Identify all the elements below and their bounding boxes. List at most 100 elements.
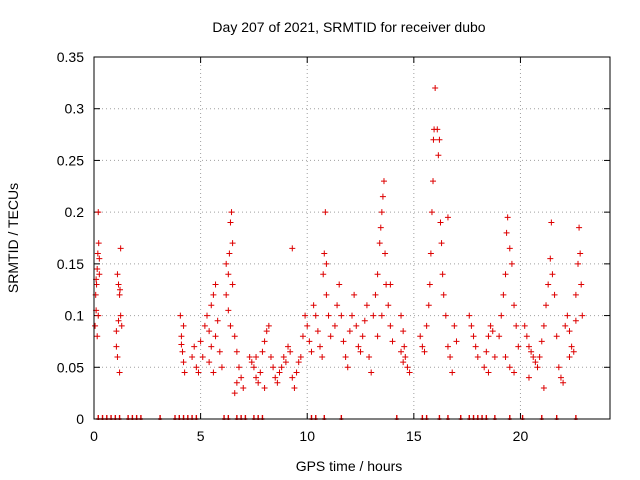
data-point [320,271,327,278]
data-point [506,364,513,371]
data-point [426,281,433,288]
data-point [503,229,510,236]
data-point [566,328,573,335]
data-point [212,333,219,340]
data-point [289,245,296,252]
data-point [238,374,245,381]
data-point [359,333,366,340]
data-point [568,343,575,350]
data-point [572,291,579,298]
data-point [321,250,328,257]
data-point [178,333,185,340]
data-point [380,178,387,185]
data-point [317,343,324,350]
data-point [114,271,121,278]
data-point [201,322,208,329]
grid-lines [94,57,610,419]
data-point [231,390,238,397]
data-point [532,359,539,366]
data-point [357,348,364,355]
data-point [370,312,377,319]
data-point [235,364,242,371]
data-point [374,271,381,278]
data-point [206,359,213,366]
data-point [327,333,334,340]
data-point [430,178,437,185]
data-point [515,343,522,350]
data-point [310,302,317,309]
data-point [228,209,235,216]
data-point [93,281,100,288]
data-point [250,364,257,371]
data-point [253,353,260,360]
data-point [376,240,383,247]
data-point [210,369,217,376]
data-point [214,317,221,324]
axis-ticks [93,56,610,420]
data-point [299,333,306,340]
y-tick-label: 0.25 [57,152,84,168]
data-point [289,374,296,381]
data-point [308,348,315,355]
x-tick-label: 0 [90,428,98,444]
data-point [210,291,217,298]
data-point [570,348,577,355]
data-point [401,343,408,350]
data-point [95,312,102,319]
data-point [562,322,569,329]
data-point [340,338,347,345]
data-point [555,364,562,371]
data-point [253,374,260,381]
data-point [504,214,511,221]
data-point [240,384,247,391]
data-point [265,322,272,329]
data-point [92,322,99,329]
data-point [223,260,230,267]
data-point [261,338,268,345]
data-point [334,302,341,309]
data-point [547,255,554,262]
data-point [115,281,122,288]
data-point [96,271,103,278]
data-point [291,384,298,391]
data-point [223,291,230,298]
data-point [377,224,384,231]
data-point [193,364,200,371]
data-points [92,85,586,420]
data-point [233,348,240,355]
data-point [94,266,101,273]
y-tick-label: 0.2 [65,204,85,220]
data-point [474,353,481,360]
data-point [257,369,264,376]
data-point [226,250,233,257]
data-point [331,322,338,329]
data-point [511,369,518,376]
data-point [229,240,236,247]
data-point [338,312,345,319]
data-point [404,364,411,371]
data-point [378,312,385,319]
data-point [487,322,494,329]
data-point [204,312,211,319]
data-point [481,364,488,371]
data-point [323,260,330,267]
y-tick-label: 0.1 [65,308,85,324]
data-point [560,379,567,386]
data-point [566,353,573,360]
data-point [521,322,528,329]
data-point [543,302,550,309]
data-point [434,126,441,133]
data-point [227,219,234,226]
data-point [191,343,198,350]
data-point [280,353,287,360]
data-point [95,240,102,247]
data-point [96,255,103,262]
data-point [118,322,125,329]
data-point [423,322,430,329]
data-point [270,364,277,371]
data-point [385,302,392,309]
y-tick-label: 0 [76,411,84,427]
data-point [496,333,503,340]
data-point [208,343,215,350]
